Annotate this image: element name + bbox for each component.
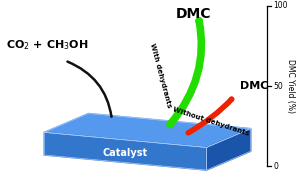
Text: Without dehydrants: Without dehydrants — [172, 107, 250, 137]
Text: CO$_2$ + CH$_3$OH: CO$_2$ + CH$_3$OH — [6, 39, 89, 52]
Text: Catalyst: Catalyst — [103, 148, 148, 158]
FancyArrowPatch shape — [67, 62, 112, 116]
Text: DMC: DMC — [240, 81, 269, 91]
Text: With dehydrants: With dehydrants — [149, 43, 172, 109]
Polygon shape — [44, 132, 206, 170]
FancyArrowPatch shape — [188, 99, 231, 133]
Text: DMC Yield (%): DMC Yield (%) — [286, 59, 295, 113]
Text: DMC: DMC — [176, 7, 211, 21]
Text: 0: 0 — [274, 162, 278, 171]
Polygon shape — [206, 129, 251, 170]
Text: 50: 50 — [274, 82, 283, 91]
Polygon shape — [44, 113, 251, 147]
FancyArrowPatch shape — [170, 21, 202, 125]
Text: 100: 100 — [274, 1, 288, 10]
